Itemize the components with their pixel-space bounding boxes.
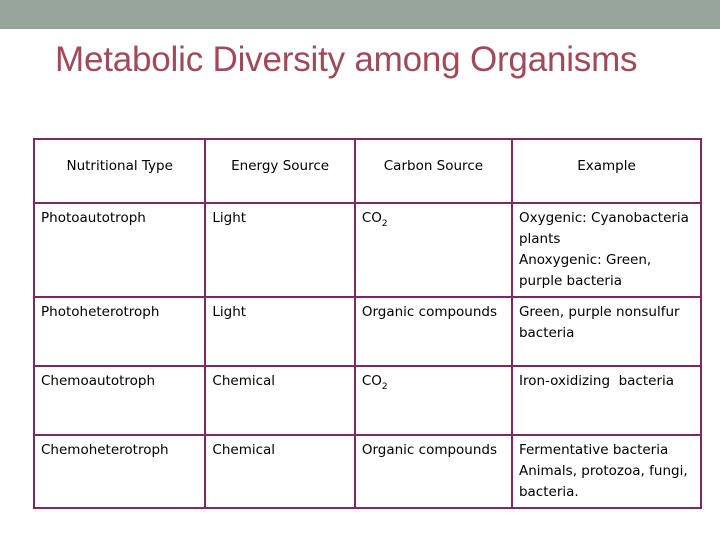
header-example: Example [510,138,703,204]
cell-energy-source: Chemical [204,365,356,436]
table-row: Photoheterotroph Light Organic compounds… [32,296,703,367]
example-line: Fermentative bacteria [518,442,669,458]
cell-energy-source: Light [204,296,356,367]
carbon-text: Organic compounds [361,442,498,458]
cell-nutritional-type: Photoheterotroph [32,296,207,367]
metabolic-diversity-table: Nutritional Type Energy Source Carbon So… [32,138,703,509]
cell-energy-source: Chemical [204,434,356,509]
carbon-formula: CO [361,373,382,389]
cell-example: Fermentative bacteria Animals, protozoa,… [510,434,703,509]
cell-energy-source: Light [204,202,356,298]
carbon-formula: CO [361,210,382,226]
example-line: Iron-oxidizing bacteria [518,373,675,389]
cell-carbon-source: CO2 [353,365,513,436]
top-banner [0,0,720,29]
table-row: Chemoheterotroph Chemical Organic compou… [32,434,703,509]
cell-example: Oxygenic: Cyanobacteria plants Anoxygeni… [510,202,703,298]
example-line: Anoxygenic: Green, purple bacteria [518,252,652,289]
carbon-subscript: 2 [381,382,388,392]
table-row: Chemoautotroph Chemical CO2 Iron-oxidizi… [32,365,703,436]
cell-carbon-source: CO2 [353,202,513,298]
carbon-subscript: 2 [381,219,388,229]
cell-carbon-source: Organic compounds [353,434,513,509]
cell-nutritional-type: Photoautotroph [32,202,207,298]
cell-example: Iron-oxidizing bacteria [510,365,703,436]
cell-example: Green, purple nonsulfur bacteria [510,296,703,367]
header-nutritional-type: Nutritional Type [32,138,207,204]
table-header-row: Nutritional Type Energy Source Carbon So… [32,138,703,204]
example-line: Green, purple nonsulfur bacteria [518,304,680,341]
cell-nutritional-type: Chemoautotroph [32,365,207,436]
cell-carbon-source: Organic compounds [353,296,513,367]
header-energy-source: Energy Source [204,138,356,204]
example-line: Animals, protozoa, fungi, bacteria. [518,463,688,500]
table-row: Photoautotroph Light CO2 Oxygenic: Cyano… [32,202,703,298]
carbon-text: Organic compounds [361,304,498,320]
example-line: Oxygenic: Cyanobacteria plants [518,210,689,247]
cell-nutritional-type: Chemoheterotroph [32,434,207,509]
header-carbon-source: Carbon Source [353,138,513,204]
slide-title: Metabolic Diversity among Organisms [55,40,638,79]
